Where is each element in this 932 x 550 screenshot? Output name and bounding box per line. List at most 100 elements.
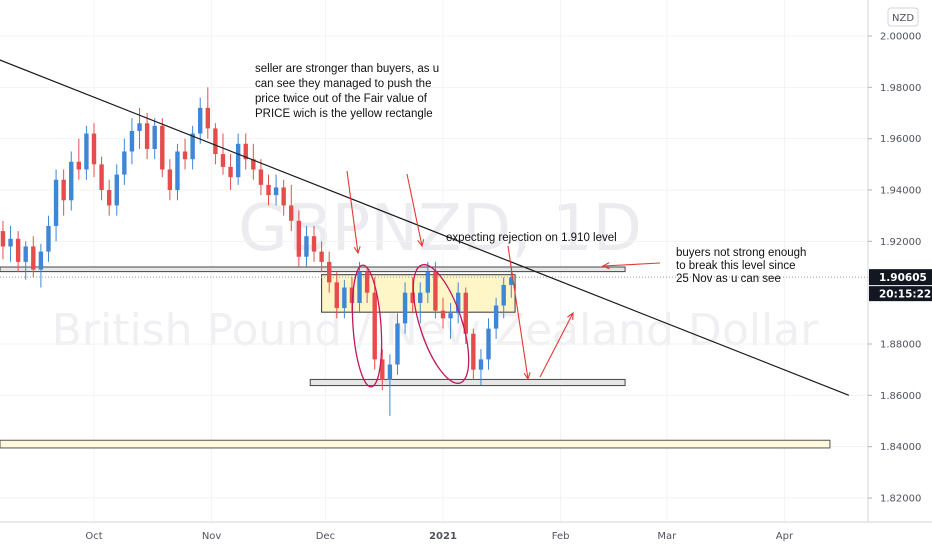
candle-body — [258, 169, 264, 185]
drawings[interactable] — [0, 46, 850, 396]
candle-body — [471, 333, 476, 370]
candle-body — [182, 151, 188, 160]
time-axis[interactable]: Oct Nov Dec 2021 Feb Mar Apr — [0, 521, 932, 542]
candle-body — [61, 179, 66, 201]
candle — [273, 174, 279, 206]
candle — [213, 123, 218, 165]
candle — [266, 174, 271, 206]
candle-body — [205, 107, 211, 129]
y-tick-label: 1.88000 — [880, 340, 921, 351]
y-tick-label: 1.98000 — [880, 83, 921, 94]
currency-badge[interactable] — [887, 7, 919, 27]
candle-body — [99, 164, 104, 190]
candle-body — [380, 359, 385, 380]
candle — [114, 164, 119, 216]
candle-body — [342, 287, 347, 309]
candle — [0, 220, 6, 260]
candle — [198, 97, 203, 144]
last-price-label: 1.90605 — [879, 272, 927, 284]
arrow-to-resistance[interactable] — [601, 262, 661, 270]
candle-body — [0, 231, 6, 247]
candle-body — [463, 292, 468, 334]
descending-trendline[interactable] — [0, 46, 850, 396]
candle-body — [69, 161, 74, 201]
candle-body — [387, 364, 393, 380]
last-price-tag — [869, 269, 932, 286]
seller-note[interactable]: seller are stronger than buyers, as u can… — [255, 63, 439, 120]
buyers-note[interactable]: buyers not strong enough to break this le… — [676, 247, 806, 285]
candle-body — [410, 292, 415, 303]
candle — [395, 313, 400, 375]
candle — [190, 125, 195, 170]
candle — [251, 143, 256, 180]
arrow-first-top[interactable] — [346, 170, 361, 255]
price-axis[interactable]: 2.00000 1.98000 1.96000 1.94000 1.92000 1.880… — [867, 0, 932, 522]
candle-body — [486, 328, 491, 360]
candle-body — [137, 123, 142, 131]
candle-body — [38, 251, 44, 270]
candle-body — [334, 282, 339, 309]
lower-zone-rectangle[interactable] — [0, 439, 831, 449]
candle-body — [289, 205, 294, 221]
candle — [129, 118, 135, 165]
candle — [455, 282, 461, 324]
candlestick-series — [0, 87, 514, 416]
candle-body — [243, 143, 248, 160]
arrow-second-top[interactable] — [406, 173, 425, 248]
candle — [364, 267, 370, 303]
candle-body — [425, 272, 431, 293]
first-rejection-ellipse[interactable] — [349, 264, 385, 388]
x-tick-label: Apr — [776, 531, 794, 542]
candle-body — [493, 305, 499, 329]
candle — [122, 138, 127, 185]
candle — [326, 251, 332, 293]
candle-body — [129, 130, 135, 152]
candle-body — [106, 190, 112, 206]
candle — [23, 241, 28, 280]
resistance-zone-rectangle[interactable] — [0, 266, 626, 273]
candle-body — [228, 166, 233, 178]
candle-body — [152, 125, 157, 149]
y-tick-label: 1.86000 — [880, 391, 921, 402]
arrow-bounce-up[interactable] — [539, 311, 574, 378]
candle-body — [478, 359, 484, 370]
candle-body — [402, 292, 408, 324]
candle — [175, 143, 180, 201]
candle-body — [198, 107, 203, 134]
arrow-drop-to-support[interactable] — [507, 245, 531, 381]
annotations[interactable]: seller are stronger than buyers, as u can… — [255, 63, 806, 285]
candle-body — [311, 236, 317, 252]
x-tick-label: Dec — [316, 531, 335, 542]
y-tick-label: 1.96000 — [880, 134, 921, 145]
currency-label: NZD — [892, 13, 914, 24]
candle — [357, 261, 362, 314]
y-tick-label: 1.84000 — [880, 442, 921, 453]
candle — [440, 297, 446, 329]
candle — [501, 277, 506, 319]
candle — [84, 125, 89, 180]
support-zone-rectangle[interactable] — [309, 378, 626, 387]
candle-body — [251, 159, 256, 170]
candle-body — [84, 133, 89, 170]
candle-body — [160, 125, 165, 170]
candle-body — [357, 272, 362, 303]
candle — [418, 282, 423, 324]
y-tick-label: 1.92000 — [880, 237, 921, 248]
candle-body — [114, 174, 119, 206]
candle-body — [418, 292, 423, 303]
candle-body — [364, 272, 370, 293]
rejection-note[interactable]: expecting rejection on 1.910 level — [446, 232, 617, 244]
candle — [220, 133, 226, 175]
candle — [296, 210, 302, 267]
candle-body — [440, 310, 446, 319]
x-tick-label: Nov — [202, 531, 222, 542]
candle-body — [319, 251, 324, 262]
candle — [289, 184, 294, 232]
candle-body — [455, 292, 461, 314]
second-rejection-ellipse[interactable] — [402, 259, 480, 390]
candle-body — [53, 179, 59, 226]
candle-body — [501, 284, 506, 306]
candle — [106, 179, 112, 216]
candle-body — [395, 323, 400, 365]
